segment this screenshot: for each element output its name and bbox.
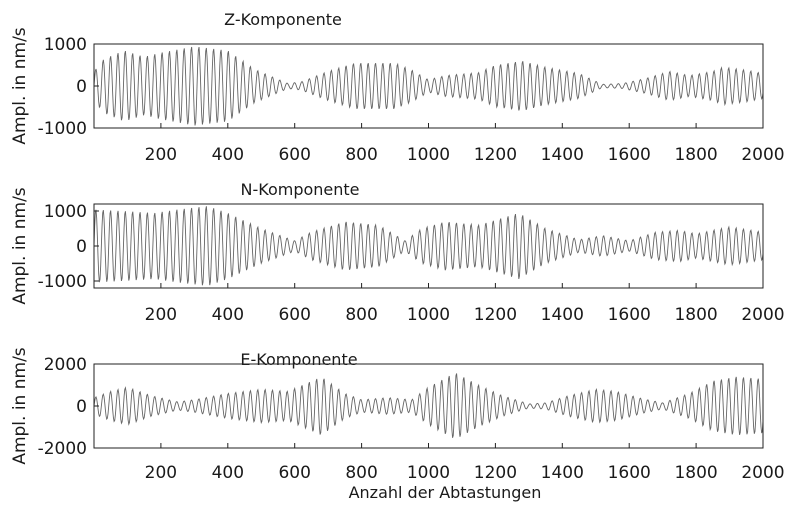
- subplot-2: N-Komponente Ampl. in nm/s 1000 0 -1000 200 40…: [10, 180, 785, 325]
- x-tick-label: 600: [278, 305, 310, 325]
- x-tick-label: 1200: [474, 463, 517, 483]
- x-tick-label: 1800: [674, 145, 717, 165]
- y-axis-label: Ampl. in nm/s: [10, 27, 30, 144]
- x-tick-label: 2000: [741, 145, 784, 165]
- x-tick-label: 400: [212, 463, 244, 483]
- y-tick-label: -1000: [38, 272, 87, 292]
- x-tick-label: 1600: [608, 145, 651, 165]
- x-tick-label: 1000: [407, 463, 450, 483]
- y-tick-label: -2000: [38, 439, 87, 459]
- signal-line: [93, 46, 764, 126]
- y-axis-label: Ampl. in nm/s: [10, 187, 30, 304]
- subplot-title: N-Komponente: [241, 180, 360, 199]
- x-tick-label: 600: [278, 145, 310, 165]
- subplot-title: Z-Komponente: [224, 10, 342, 29]
- x-tick-label: 1400: [541, 463, 584, 483]
- x-tick-label: 800: [345, 305, 377, 325]
- y-tick-label: 1000: [44, 202, 87, 222]
- y-tick-label: 0: [76, 397, 87, 417]
- signal-line: [93, 206, 764, 286]
- x-tick-label: 1800: [674, 463, 717, 483]
- signal-line: [93, 373, 764, 438]
- x-tick-label: 1600: [608, 463, 651, 483]
- x-tick-label: 1200: [474, 145, 517, 165]
- y-axis-label: Ampl. in nm/s: [10, 347, 30, 464]
- x-tick-label: 1200: [474, 305, 517, 325]
- y-tick-label: 1000: [44, 35, 87, 55]
- x-tick-label: 400: [212, 145, 244, 165]
- x-tick-label: 200: [145, 463, 177, 483]
- y-tick-label: 0: [76, 237, 87, 257]
- y-tick-label: 2000: [44, 355, 87, 375]
- x-tick-label: 1000: [407, 145, 450, 165]
- subplot-title: E-Komponente: [240, 350, 357, 369]
- x-tick-label: 2000: [741, 463, 784, 483]
- x-tick-label: 800: [345, 463, 377, 483]
- x-tick-label: 1800: [674, 305, 717, 325]
- x-tick-label: 600: [278, 463, 310, 483]
- x-tick-label: 400: [212, 305, 244, 325]
- x-tick-label: 800: [345, 145, 377, 165]
- x-tick-label: 200: [145, 145, 177, 165]
- x-tick-label: 1600: [608, 305, 651, 325]
- y-tick-label: -1000: [38, 119, 87, 139]
- x-tick-label: 1400: [541, 145, 584, 165]
- y-tick-label: 0: [76, 77, 87, 97]
- x-tick-label: 1400: [541, 305, 584, 325]
- subplot-3: E-Komponente Ampl. in nm/s 2000 0 -2000 200 40…: [10, 347, 785, 502]
- x-tick-label: 2000: [741, 305, 784, 325]
- subplot-1: Z-Komponente Ampl. in nm/s 1000 0 -1000 200 40…: [10, 10, 785, 165]
- x-tick-label: 1000: [407, 305, 450, 325]
- x-tick-label: 200: [145, 305, 177, 325]
- x-axis-label: Anzahl der Abtastungen: [349, 483, 542, 502]
